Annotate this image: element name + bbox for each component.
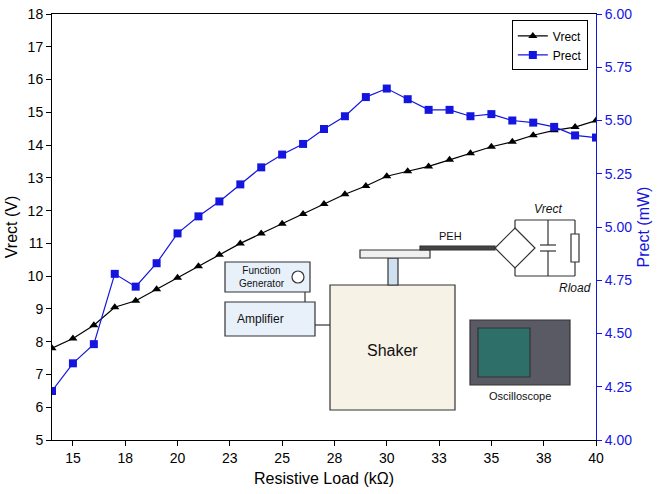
svg-text:4.25: 4.25 [605, 379, 632, 395]
svg-text:5.25: 5.25 [605, 166, 632, 182]
svg-text:4.00: 4.00 [605, 432, 632, 448]
svg-text:Vrect (V): Vrect (V) [3, 196, 20, 259]
svg-text:30: 30 [379, 450, 395, 466]
svg-text:5.50: 5.50 [605, 112, 632, 128]
svg-text:Amplifier: Amplifier [237, 312, 284, 326]
svg-text:5: 5 [35, 432, 43, 448]
svg-text:5.75: 5.75 [605, 59, 632, 75]
svg-text:Rload: Rload [559, 281, 591, 295]
svg-text:Vrect: Vrect [534, 202, 562, 216]
svg-text:6: 6 [35, 399, 43, 415]
svg-text:7: 7 [35, 366, 43, 382]
svg-text:4.75: 4.75 [605, 272, 632, 288]
svg-text:6.00: 6.00 [605, 6, 632, 22]
svg-text:18: 18 [28, 6, 44, 22]
svg-text:12: 12 [28, 203, 44, 219]
svg-text:11: 11 [29, 235, 44, 251]
svg-text:17: 17 [28, 39, 44, 55]
svg-text:PEH: PEH [439, 230, 462, 242]
svg-text:10: 10 [28, 268, 44, 284]
svg-text:14: 14 [28, 137, 44, 153]
svg-text:35: 35 [484, 450, 500, 466]
svg-text:23: 23 [222, 450, 238, 466]
svg-text:5.00: 5.00 [605, 219, 632, 235]
svg-text:13: 13 [28, 170, 44, 186]
svg-text:Shaker: Shaker [367, 342, 418, 359]
svg-text:20: 20 [170, 450, 186, 466]
svg-text:18: 18 [117, 450, 133, 466]
svg-text:Oscilloscope: Oscilloscope [489, 390, 551, 402]
svg-text:38: 38 [536, 450, 552, 466]
svg-text:Vrect: Vrect [553, 30, 581, 44]
svg-text:Prect: Prect [553, 49, 582, 63]
svg-text:28: 28 [327, 450, 343, 466]
svg-text:16: 16 [28, 71, 44, 87]
svg-text:40: 40 [588, 450, 604, 466]
svg-text:33: 33 [431, 450, 447, 466]
svg-text:15: 15 [28, 104, 44, 120]
svg-text:8: 8 [35, 334, 43, 350]
svg-text:FunctionGenerator: FunctionGenerator [239, 265, 285, 289]
svg-text:Prect (mW): Prect (mW) [635, 187, 652, 268]
svg-text:15: 15 [65, 450, 81, 466]
svg-text:Resistive Load (kΩ): Resistive Load (kΩ) [254, 470, 394, 487]
svg-text:4.50: 4.50 [605, 325, 632, 341]
svg-text:9: 9 [35, 301, 43, 317]
svg-text:25: 25 [274, 450, 290, 466]
